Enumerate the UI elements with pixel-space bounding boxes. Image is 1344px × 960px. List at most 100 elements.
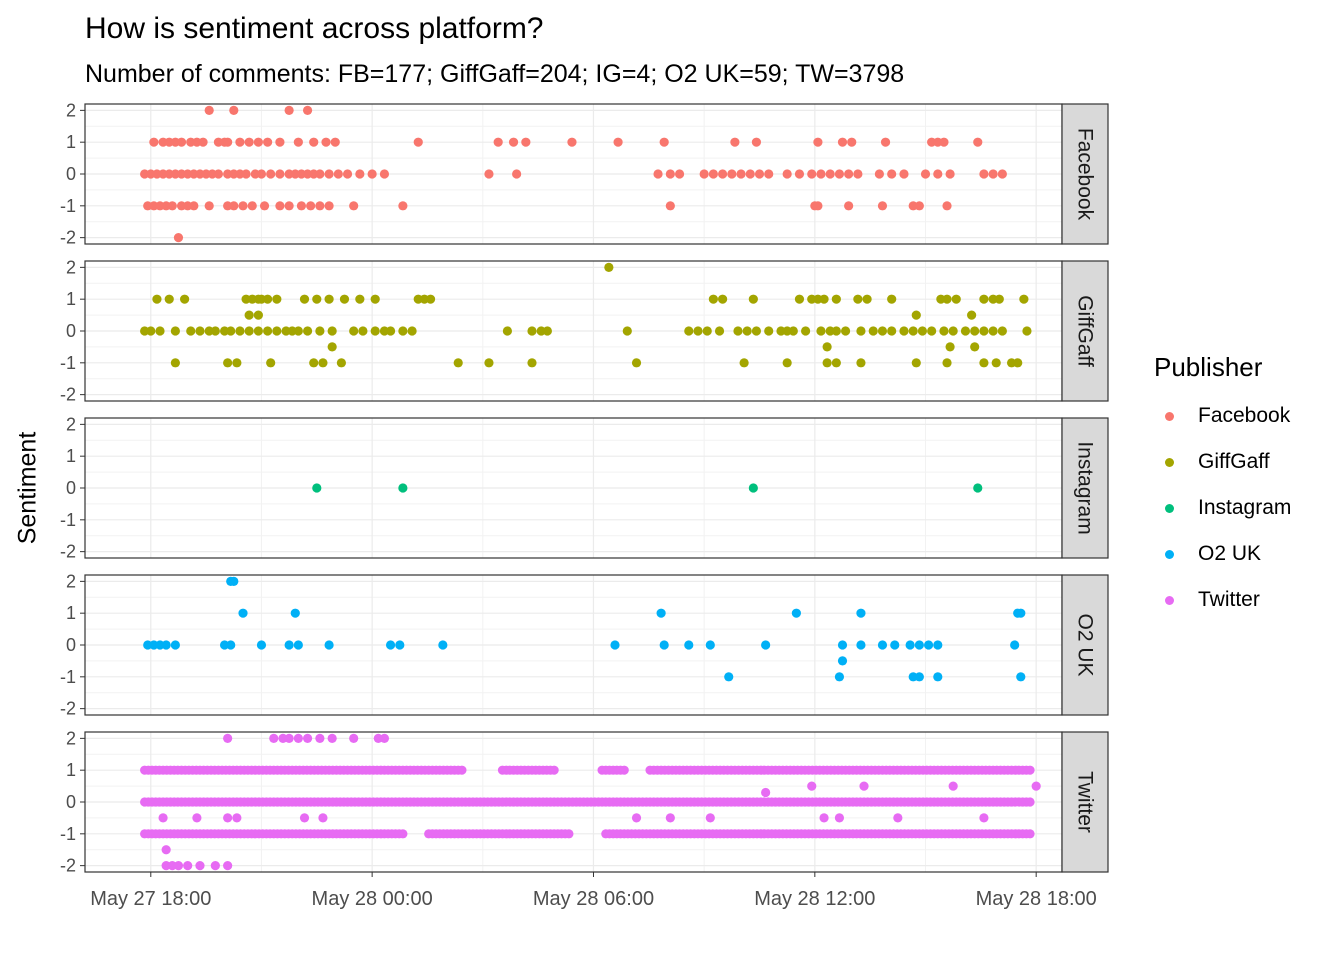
data-point	[674, 169, 685, 179]
data-point	[659, 137, 669, 147]
data-point	[874, 169, 884, 179]
data-point	[927, 326, 937, 336]
data-point	[189, 201, 199, 211]
data-point	[619, 765, 629, 775]
data-point	[358, 326, 368, 336]
x-tick-label: May 27 18:00	[90, 888, 211, 910]
data-point	[816, 326, 826, 336]
data-point	[856, 608, 866, 618]
data-point	[899, 169, 909, 179]
data-point	[244, 310, 254, 320]
data-point	[887, 169, 897, 179]
legend-key	[1154, 493, 1184, 523]
data-point	[761, 787, 771, 798]
data-point	[413, 137, 423, 147]
data-point	[453, 358, 463, 368]
legend-key	[1154, 447, 1184, 477]
data-point	[939, 326, 949, 336]
data-point	[226, 640, 236, 650]
facebook-dot-icon	[1164, 411, 1174, 421]
data-point	[1022, 326, 1032, 336]
data-point	[342, 169, 353, 179]
legend-item-giffgaff: GiffGaff	[1154, 439, 1291, 485]
data-point	[748, 483, 758, 493]
data-point	[238, 608, 248, 618]
data-point	[1031, 781, 1041, 791]
data-point	[223, 733, 233, 743]
data-point	[761, 640, 771, 650]
data-point	[988, 326, 998, 336]
x-tick-label: May 28 18:00	[976, 888, 1097, 910]
data-point	[241, 169, 251, 179]
data-point	[1016, 608, 1026, 618]
y-tick-label: 1	[66, 289, 76, 309]
y-tick-label: 2	[66, 414, 76, 434]
data-point	[315, 201, 325, 211]
data-point	[899, 326, 909, 336]
data-point	[856, 358, 866, 368]
facet-strip	[1061, 417, 1109, 559]
data-point	[527, 326, 537, 336]
facet-strip-label: Facebook	[1074, 128, 1097, 221]
data-point	[718, 169, 728, 179]
data-point	[1025, 829, 1035, 839]
data-point	[948, 326, 958, 336]
data-point	[837, 640, 848, 650]
data-point	[831, 294, 841, 304]
data-point	[877, 640, 888, 650]
facet-strip	[1061, 574, 1109, 716]
data-point	[269, 733, 279, 743]
data-point	[210, 861, 220, 871]
legend-title: Publisher	[1154, 352, 1263, 382]
data-point	[862, 294, 872, 304]
legend-key	[1154, 539, 1184, 569]
data-point	[302, 733, 313, 743]
data-point	[170, 326, 180, 336]
data-point	[736, 169, 746, 179]
data-point	[502, 326, 513, 336]
legend-item-twitter: Twitter	[1154, 577, 1291, 623]
data-point	[859, 781, 869, 791]
data-point	[508, 137, 519, 147]
data-point	[192, 813, 202, 823]
data-point	[813, 137, 823, 147]
twitter-dot-icon	[1164, 595, 1174, 605]
data-point	[370, 326, 380, 336]
data-point	[613, 137, 623, 147]
data-point	[844, 169, 854, 179]
data-point	[890, 640, 900, 650]
data-point	[807, 781, 817, 791]
legend-label: Twitter	[1198, 588, 1260, 611]
legend-key	[1154, 585, 1184, 615]
data-point	[173, 861, 184, 871]
data-point	[939, 137, 949, 147]
legend-label: O2 UK	[1198, 542, 1262, 565]
data-point	[631, 358, 642, 368]
data-point	[355, 169, 365, 179]
data-point	[794, 294, 805, 304]
data-point	[223, 358, 233, 368]
data-point	[398, 483, 408, 493]
data-point	[822, 358, 832, 368]
data-point	[942, 358, 952, 368]
data-point	[425, 294, 436, 304]
data-point	[327, 733, 337, 743]
y-tick-label: -2	[60, 542, 76, 562]
data-point	[312, 483, 322, 493]
data-point	[330, 137, 340, 147]
y-tick-label: -2	[60, 385, 76, 405]
data-point	[256, 169, 267, 179]
data-point	[751, 137, 762, 147]
data-point	[988, 169, 998, 179]
data-point	[702, 326, 712, 336]
data-point	[253, 137, 263, 147]
data-point	[699, 169, 709, 179]
data-point	[149, 137, 159, 147]
data-point	[161, 845, 171, 855]
data-point	[235, 137, 245, 147]
data-point	[822, 342, 832, 352]
data-point	[527, 358, 537, 368]
data-point	[739, 358, 749, 368]
data-point	[155, 326, 165, 336]
legend: Publisher Facebook GiffGaff Instagram O2…	[1154, 352, 1291, 623]
